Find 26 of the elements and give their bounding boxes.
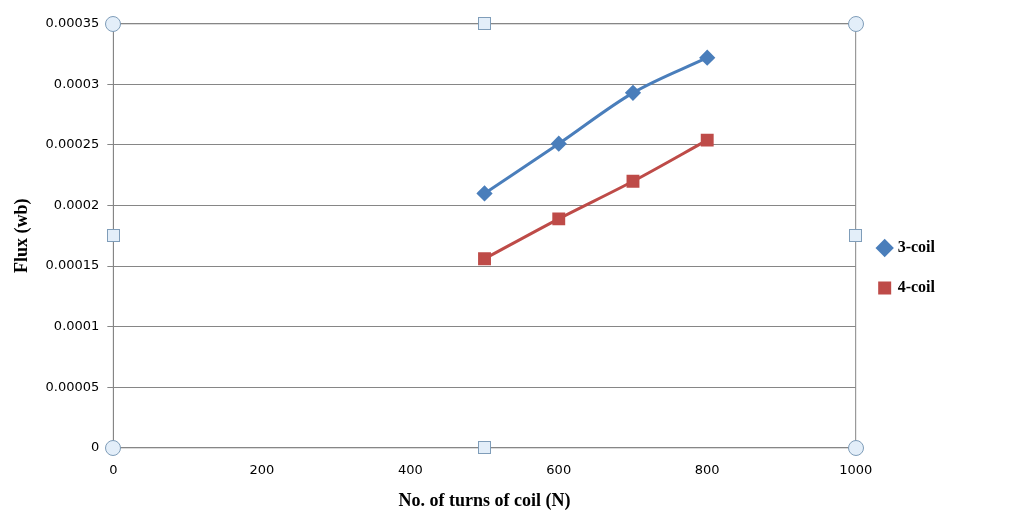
point <box>699 50 715 66</box>
legend-label: 3-coil <box>897 238 936 256</box>
x-tick-label: 400 <box>397 461 423 477</box>
y-axis-title: Flux (wb) <box>11 198 33 274</box>
point <box>551 136 567 152</box>
y-tick-label: 0.0002 <box>53 196 100 212</box>
x-axis-title: No. of turns of coil (N) <box>398 489 571 511</box>
legend-label: 4-coil <box>897 278 936 296</box>
x-tick-label: 800 <box>694 461 720 477</box>
y-tick-label: 0.00025 <box>45 136 100 152</box>
y-tick-label: 0.00015 <box>45 257 100 273</box>
point <box>477 185 493 201</box>
point <box>552 212 566 226</box>
point <box>478 252 491 266</box>
point <box>625 85 641 101</box>
point <box>700 133 714 147</box>
y-tick-label: 0.0003 <box>53 75 100 91</box>
x-tick-label: 0 <box>109 461 118 477</box>
y-tick-label: 0 <box>91 439 100 455</box>
y-tick-label: 0.00035 <box>45 15 100 31</box>
y-tick-label: 0.0001 <box>53 318 100 334</box>
x-tick-label: 1000 <box>839 461 873 477</box>
x-tick-label: 600 <box>546 461 572 477</box>
x-tick-label: 200 <box>249 461 275 477</box>
point <box>626 174 640 188</box>
y-tick-label: 0.00005 <box>45 378 100 394</box>
